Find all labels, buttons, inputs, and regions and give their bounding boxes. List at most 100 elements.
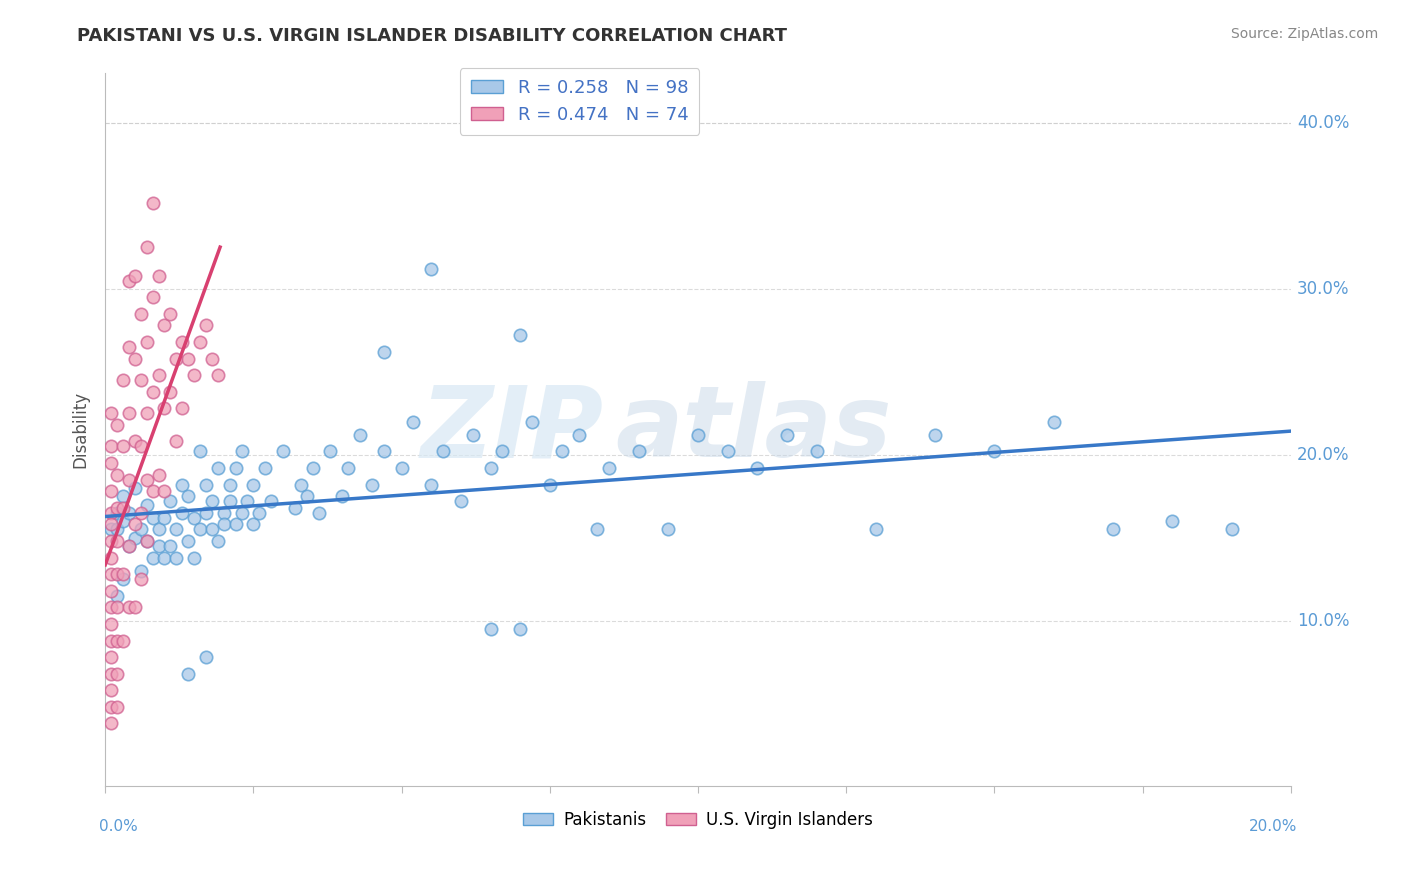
Point (105, 699, 128, 714)
Point (124, 531, 146, 545)
Point (373, 444, 395, 458)
Point (183, 510, 205, 524)
Point (129, 373, 152, 387)
Point (129, 307, 152, 321)
Point (100, 484, 122, 499)
Point (118, 539, 141, 553)
Point (100, 683, 122, 698)
Point (124, 481, 146, 495)
Point (420, 477, 443, 491)
Point (124, 517, 146, 532)
Point (148, 522, 170, 536)
Point (148, 268, 170, 283)
Point (627, 444, 650, 458)
Point (129, 440, 152, 454)
Point (111, 514, 134, 528)
Point (142, 195, 165, 210)
Point (391, 461, 413, 475)
Point (118, 600, 141, 615)
Point (172, 401, 194, 416)
Point (330, 489, 353, 503)
Text: Source: ZipAtlas.com: Source: ZipAtlas.com (1230, 27, 1378, 41)
Point (172, 477, 194, 491)
Point (183, 550, 205, 565)
Point (135, 334, 157, 349)
Point (118, 506, 141, 520)
Point (337, 461, 360, 475)
Point (165, 522, 187, 536)
Point (111, 572, 134, 586)
Point (598, 461, 620, 475)
Point (111, 633, 134, 648)
Point (195, 506, 218, 520)
Point (100, 406, 122, 420)
Point (100, 716, 122, 731)
Point (177, 489, 200, 503)
Point (1220, 522, 1243, 536)
Point (1102, 522, 1125, 536)
Point (450, 494, 472, 508)
Point (865, 522, 887, 536)
Point (153, 510, 176, 524)
Point (568, 427, 591, 442)
Point (153, 550, 176, 565)
Point (236, 494, 259, 508)
Point (118, 406, 141, 420)
Point (183, 368, 205, 383)
Point (142, 290, 165, 304)
Point (983, 444, 1005, 458)
Point (165, 434, 187, 449)
Point (124, 351, 146, 366)
Point (118, 340, 141, 354)
Point (172, 334, 194, 349)
Point (231, 444, 253, 458)
Point (124, 268, 146, 283)
Point (218, 494, 240, 508)
Point (165, 550, 187, 565)
Point (432, 444, 454, 458)
Point (142, 550, 165, 565)
Point (165, 351, 187, 366)
Point (142, 384, 165, 399)
Point (207, 533, 229, 548)
Point (100, 506, 122, 520)
Point (924, 427, 946, 442)
Point (100, 550, 122, 565)
Point (100, 616, 122, 631)
Point (420, 262, 443, 277)
Text: 30.0%: 30.0% (1296, 280, 1350, 298)
Point (105, 506, 128, 520)
Point (491, 444, 513, 458)
Point (135, 533, 157, 548)
Point (100, 517, 122, 532)
Point (586, 522, 609, 536)
Point (129, 572, 152, 586)
Y-axis label: Disability: Disability (72, 392, 89, 468)
Point (105, 600, 128, 615)
Point (225, 517, 247, 532)
Point (100, 650, 122, 665)
Point (118, 274, 141, 288)
Point (135, 533, 157, 548)
Point (402, 415, 425, 429)
Point (373, 345, 395, 359)
Point (100, 600, 122, 615)
Point (111, 489, 134, 503)
Point (271, 444, 294, 458)
Point (188, 522, 211, 536)
Point (195, 650, 218, 665)
Point (686, 427, 709, 442)
Point (105, 666, 128, 681)
Point (135, 240, 157, 254)
Point (218, 477, 240, 491)
Point (159, 494, 181, 508)
Point (100, 699, 122, 714)
Point (1042, 415, 1064, 429)
Point (550, 444, 572, 458)
Point (105, 500, 128, 515)
Point (260, 494, 283, 508)
Point (129, 506, 152, 520)
Point (747, 461, 769, 475)
Point (105, 522, 128, 536)
Point (111, 567, 134, 582)
